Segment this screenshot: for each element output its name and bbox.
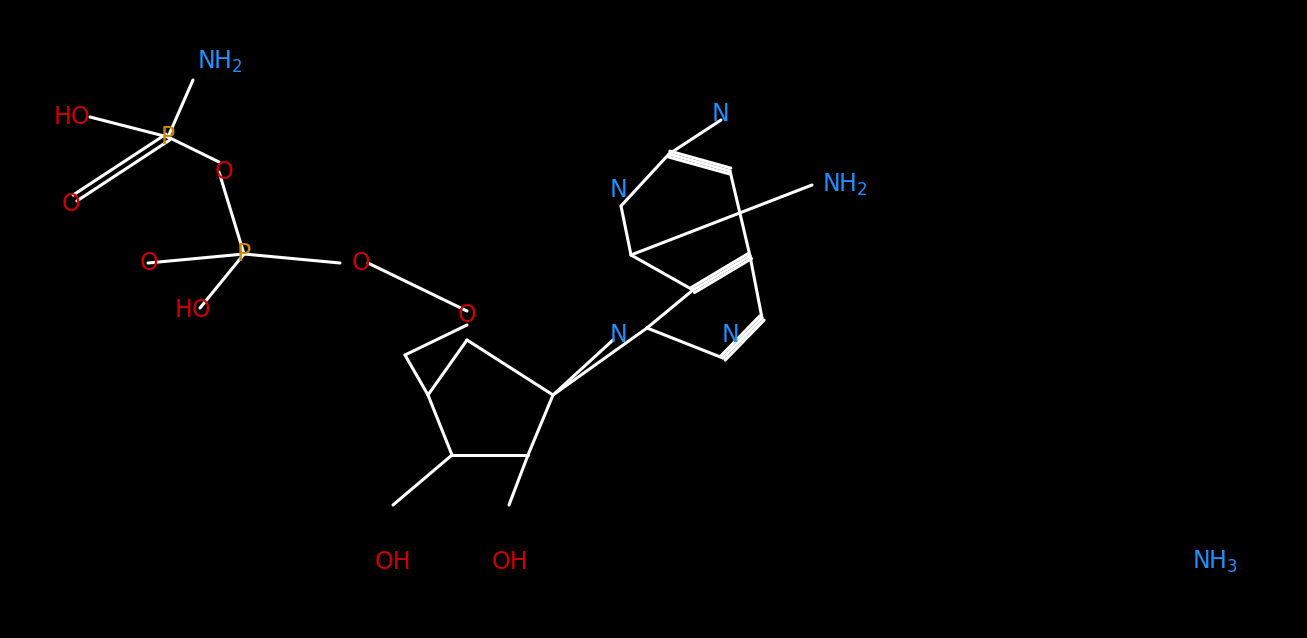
Text: O: O [457,303,476,327]
Text: NH$_3$: NH$_3$ [1192,549,1238,575]
Text: P: P [237,242,251,266]
Text: HO: HO [54,105,90,129]
Text: NH$_2$: NH$_2$ [197,49,243,75]
Text: O: O [214,160,234,184]
Text: P: P [161,125,175,149]
Text: O: O [140,251,158,275]
Text: HO: HO [175,298,212,322]
Text: N: N [721,323,738,347]
Text: OH: OH [491,550,528,574]
Text: O: O [61,192,81,216]
Text: NH$_2$: NH$_2$ [822,172,868,198]
Text: OH: OH [375,550,412,574]
Text: N: N [610,178,627,202]
Text: N: N [610,323,627,347]
Text: O: O [352,251,371,275]
Text: N: N [712,102,729,126]
